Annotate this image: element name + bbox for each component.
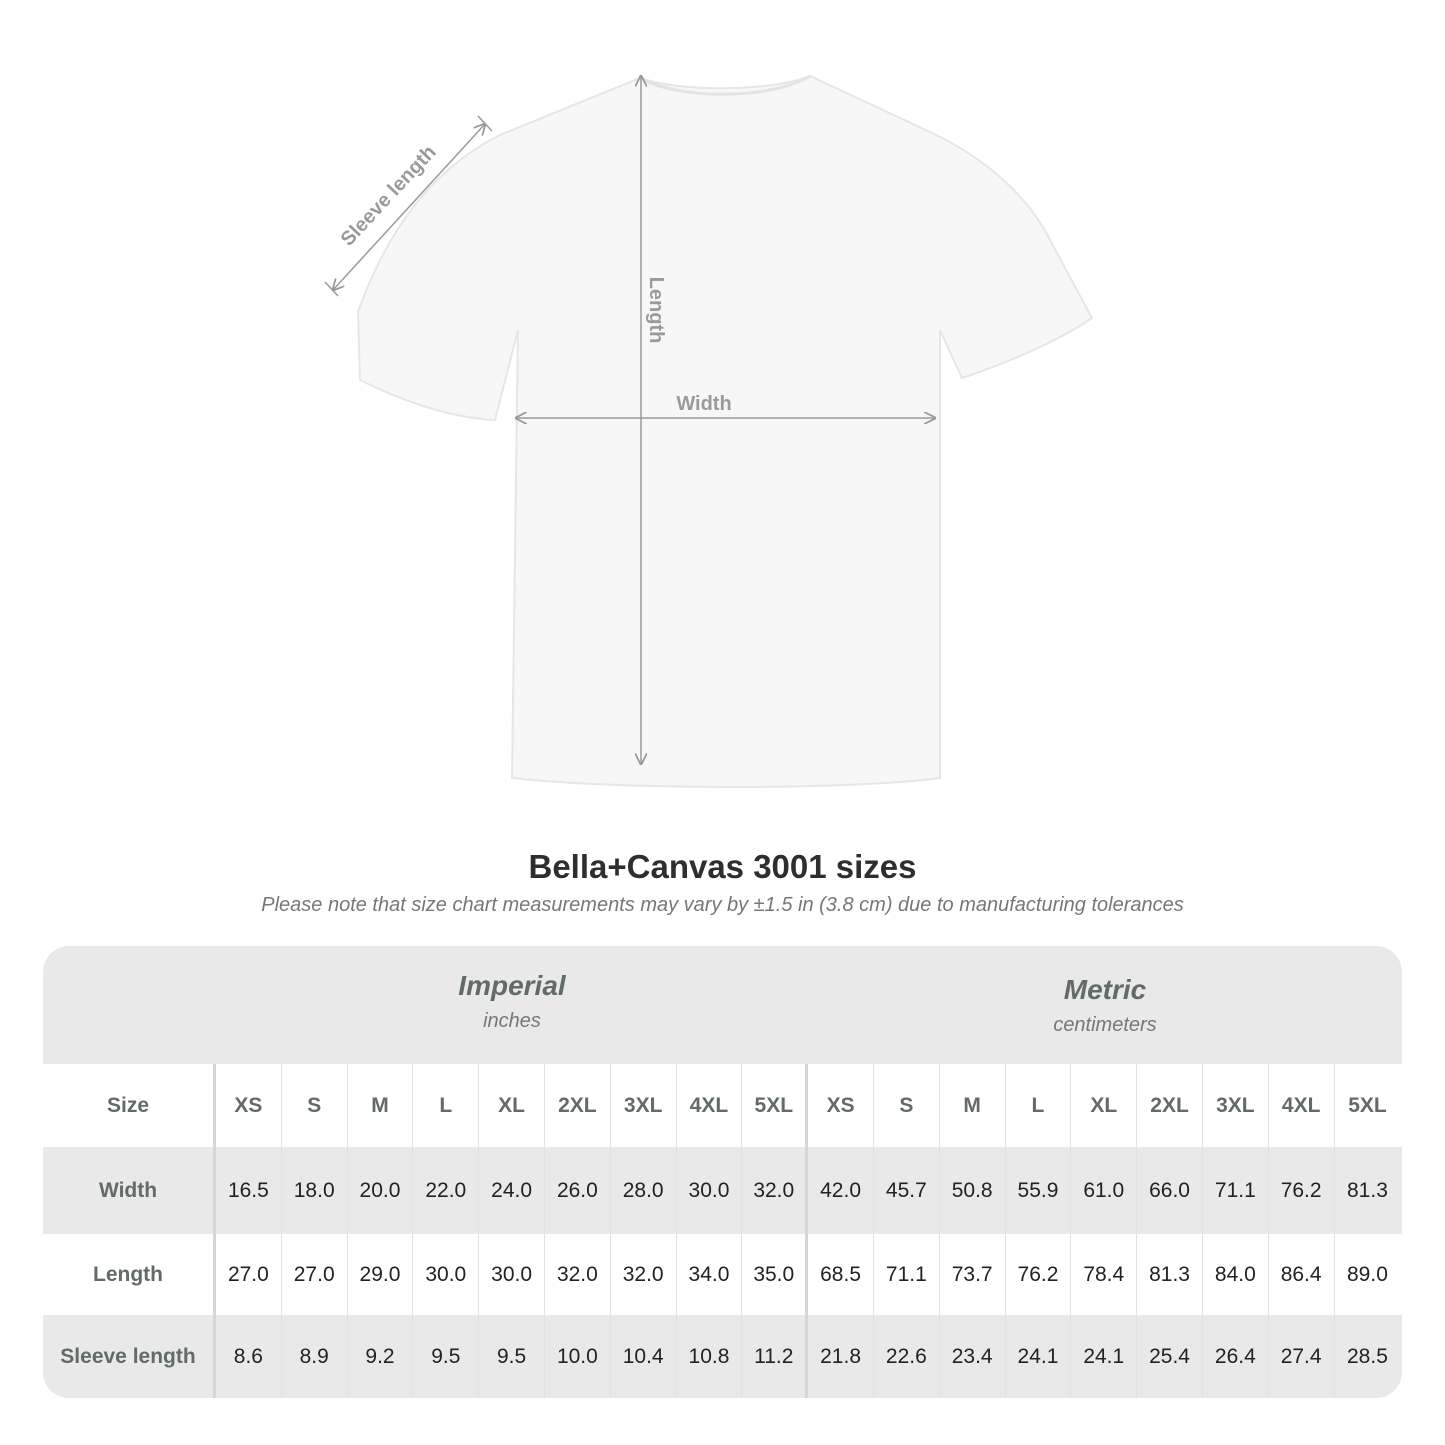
value-cell: 68.5 (808, 1234, 874, 1315)
value-cell: 10.4 (611, 1315, 677, 1398)
size-header-row: Size XS S M L XL 2XL 3XL 4XL 5XL XS S M L XL 2XL 3XL 4XL 5… (43, 1064, 1402, 1147)
value-cell: 27.4 (1269, 1315, 1335, 1398)
value-cell: 71.1 (874, 1234, 940, 1315)
size-cell: 4XL (677, 1064, 743, 1147)
width-label: Width (676, 393, 731, 415)
size-cell: M (348, 1064, 414, 1147)
value-cell: 66.0 (1137, 1147, 1203, 1234)
value-cell: 81.3 (1347, 1178, 1388, 1202)
size-cell: 2XL (545, 1064, 611, 1147)
value-cell: 35.0 (742, 1234, 809, 1315)
value-cell: 42.0 (808, 1147, 874, 1234)
row-label: Sleeve length (43, 1315, 216, 1398)
value-cell: 61.0 (1071, 1147, 1138, 1234)
imperial-header: Imperial inches (216, 970, 808, 1088)
value-cell: 10.0 (545, 1315, 611, 1398)
value-cell: 22.0 (413, 1147, 480, 1234)
value-cell: 16.5 (216, 1147, 282, 1234)
value-cell: 20.0 (348, 1147, 414, 1234)
value-cell: 9.2 (348, 1315, 414, 1398)
size-cell: S (282, 1064, 348, 1147)
value-cell: 84.0 (1203, 1234, 1269, 1315)
size-cell: L (1006, 1064, 1072, 1147)
tshirt-shape (356, 74, 1094, 788)
value-cell: 71.1 (1203, 1147, 1269, 1234)
value-cell: 24.0 (479, 1147, 545, 1234)
value-cell: 30.0 (677, 1147, 743, 1234)
table-row: Sleeve length 8.6 8.9 9.2 9.5 9.5 10.0 10.4 10.8… (43, 1315, 1402, 1398)
size-cell: 3XL (1203, 1064, 1269, 1147)
size-cell: 2XL (1137, 1064, 1203, 1147)
row-label: Width (43, 1147, 216, 1234)
sleeve-length-arrow (333, 124, 485, 290)
value-cell: 32.0 (611, 1234, 677, 1315)
value-cell: 23.4 (940, 1315, 1006, 1398)
value-cell: 8.6 (216, 1315, 282, 1398)
value-cell: 21.8 (808, 1315, 874, 1398)
value-cell: 22.6 (874, 1315, 940, 1398)
value-cell: 25.4 (1137, 1315, 1203, 1398)
size-table: Imperial inches Metric centimeters Size X… (43, 946, 1402, 1398)
value-cell: 24.1 (1006, 1315, 1072, 1398)
value-cell: 11.2 (742, 1315, 809, 1398)
row-label: Size (43, 1064, 216, 1147)
value-cell: 32.0 (545, 1234, 611, 1315)
value-cell: 89.0 (1347, 1262, 1388, 1286)
value-cell: 78.4 (1071, 1234, 1138, 1315)
value-cell: 76.2 (1269, 1147, 1335, 1234)
size-cell: M (940, 1064, 1006, 1147)
value-cell: 27.0 (282, 1234, 348, 1315)
page-title: Bella+Canvas 3001 sizes (528, 848, 917, 885)
size-cell: 5XL (1348, 1093, 1387, 1117)
value-cell: 45.7 (874, 1147, 940, 1234)
value-cell: 28.0 (611, 1147, 677, 1234)
size-cell: XS (216, 1064, 282, 1147)
value-cell: 18.0 (282, 1147, 348, 1234)
value-cell: 26.4 (1203, 1315, 1269, 1398)
value-cell: 27.0 (216, 1234, 282, 1315)
size-cell: 4XL (1269, 1064, 1335, 1147)
metric-header: Metric centimeters (808, 974, 1402, 1092)
value-cell: 29.0 (348, 1234, 414, 1315)
size-cell: XS (808, 1064, 874, 1147)
table-row: Width 16.5 18.0 20.0 22.0 24.0 26.0 28.0 30.0 32.… (43, 1147, 1402, 1234)
value-cell: 30.0 (413, 1234, 480, 1315)
value-cell: 81.3 (1137, 1234, 1203, 1315)
metric-unit: centimeters (1053, 1014, 1157, 1036)
size-cell: XL (479, 1064, 545, 1147)
value-cell: 8.9 (282, 1315, 348, 1398)
size-cell: XL (1071, 1064, 1138, 1147)
imperial-title: Imperial (458, 970, 566, 1001)
size-cell: 3XL (611, 1064, 677, 1147)
value-cell: 9.5 (413, 1315, 480, 1398)
value-cell: 9.5 (479, 1315, 545, 1398)
tshirt-diagram: Sleeve length Length Width (324, 74, 1094, 788)
size-cell: L (413, 1064, 480, 1147)
value-cell: 32.0 (742, 1147, 809, 1234)
length-label: Length (645, 277, 667, 344)
value-cell: 34.0 (677, 1234, 743, 1315)
table-row: Length 27.0 27.0 29.0 30.0 30.0 32.0 32.0 34.0 35… (43, 1234, 1402, 1315)
row-label: Length (43, 1234, 216, 1315)
value-cell: 24.1 (1071, 1315, 1138, 1398)
value-cell: 26.0 (545, 1147, 611, 1234)
metric-title: Metric (1063, 974, 1147, 1005)
value-cell: 76.2 (1006, 1234, 1072, 1315)
value-cell: 55.9 (1006, 1147, 1072, 1234)
imperial-unit: inches (483, 1010, 541, 1032)
value-cell: 28.5 (1347, 1344, 1388, 1368)
value-cell: 73.7 (940, 1234, 1006, 1315)
value-cell: 86.4 (1269, 1234, 1335, 1315)
size-cell: 5XL (742, 1064, 809, 1147)
size-cell: S (874, 1064, 940, 1147)
value-cell: 50.8 (940, 1147, 1006, 1234)
tolerance-note: Please note that size chart measurements… (261, 894, 1184, 916)
value-cell: 30.0 (479, 1234, 545, 1315)
value-cell: 10.8 (677, 1315, 743, 1398)
